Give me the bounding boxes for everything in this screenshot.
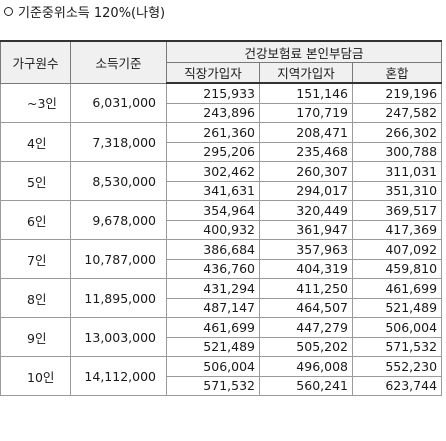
- mixed-premium-cell: 369,517: [351, 200, 443, 221]
- regional-premium-cell: 260,307: [259, 161, 353, 182]
- income-standard-cell: 7,318,000: [70, 122, 167, 162]
- header-premium-group: 건강보험료 본인부담금: [165, 40, 443, 63]
- household-size-cell: 6인: [0, 200, 71, 240]
- regional-premium-cell: 496,008: [259, 356, 353, 377]
- income-standard-cell: 13,003,000: [70, 317, 167, 357]
- employee-premium-cell: 295,206: [166, 141, 260, 162]
- table-row: 9인 13,003,000 461,699 447,279 506,004: [0, 317, 443, 357]
- employee-premium-cell: 243,896: [166, 102, 260, 123]
- table-row: 4인 7,318,000 261,360 208,471 266,302: [0, 122, 443, 162]
- household-size-cell: 9인: [0, 317, 71, 357]
- table-row: 5인 8,530,000 302,462 260,307 311,031: [0, 161, 443, 201]
- table-row: 7인 10,787,000 386,684 357,963 407,092: [0, 239, 443, 279]
- regional-premium-cell: 357,963: [259, 239, 353, 260]
- table-row: ~3인 6,031,000 215,933 151,146 219,196: [0, 82, 443, 123]
- regional-premium-cell: 404,319: [259, 258, 353, 279]
- income-standard-cell: 10,787,000: [70, 239, 167, 279]
- table-body: ~3인 6,031,000 215,933 151,146 219,196 243,896…: [0, 82, 443, 396]
- household-size-cell: 10인: [0, 356, 71, 396]
- regional-premium-cell: 411,250: [259, 278, 353, 299]
- table-row: 436,760 404,319 459,810: [1, 258, 443, 279]
- employee-premium-cell: 487,147: [166, 297, 260, 318]
- table-row: 487,147 464,507 521,489: [1, 297, 443, 318]
- regional-premium-cell: 361,947: [259, 219, 353, 240]
- income-standard-cell: 14,112,000: [70, 356, 167, 396]
- mixed-premium-cell: 417,369: [351, 219, 443, 240]
- mixed-premium-cell: 571,532: [351, 336, 443, 357]
- regional-premium-cell: 447,279: [259, 317, 353, 338]
- employee-premium-cell: 215,933: [166, 82, 260, 104]
- employee-premium-cell: 400,932: [166, 219, 260, 240]
- section-title: 기준중위소득 120%(나형): [4, 2, 166, 21]
- mixed-premium-cell: 219,196: [351, 82, 443, 104]
- employee-premium-cell: 341,631: [166, 180, 260, 201]
- regional-premium-cell: 208,471: [259, 122, 353, 143]
- mixed-premium-cell: 300,788: [351, 141, 443, 162]
- mixed-premium-cell: 521,489: [351, 297, 443, 318]
- mixed-premium-cell: 407,092: [351, 239, 443, 260]
- income-standard-cell: 9,678,000: [70, 200, 167, 240]
- employee-premium-cell: 506,004: [166, 356, 260, 377]
- header-household-size: 가구원수: [0, 40, 71, 84]
- header-employee-subscriber: 직장가입자: [166, 62, 260, 84]
- regional-premium-cell: 294,017: [259, 180, 353, 201]
- table-row: 10인 14,112,000 506,004 496,008 552,230: [0, 356, 443, 396]
- circle-bullet-icon: [4, 6, 13, 16]
- household-size-cell: 5인: [0, 161, 71, 201]
- mixed-premium-cell: 459,810: [351, 258, 443, 279]
- regional-premium-cell: 235,468: [259, 141, 353, 162]
- employee-premium-cell: 461,699: [166, 317, 260, 338]
- mixed-premium-cell: 311,031: [351, 161, 443, 182]
- regional-premium-cell: 320,449: [259, 200, 353, 221]
- household-size-cell: 7인: [0, 239, 71, 279]
- employee-premium-cell: 436,760: [166, 258, 260, 279]
- table-row: 8인 11,895,000 431,294 411,250 461,699: [0, 278, 443, 318]
- premium-table: 가구원수 소득기준 건강보험료 본인부담금 직장가입자 지역가입자 혼합 ~3인…: [0, 40, 443, 396]
- table-row: 571,532 560,241 623,744: [1, 375, 443, 396]
- mixed-premium-cell: 247,582: [351, 102, 443, 123]
- employee-premium-cell: 431,294: [166, 278, 260, 299]
- table-row: 295,206 235,468 300,788: [1, 141, 443, 162]
- mixed-premium-cell: 266,302: [351, 122, 443, 143]
- employee-premium-cell: 302,462: [166, 161, 260, 182]
- employee-premium-cell: 261,360: [166, 122, 260, 143]
- table-row: 400,932 361,947 417,369: [1, 219, 443, 240]
- mixed-premium-cell: 552,230: [351, 356, 443, 377]
- employee-premium-cell: 386,684: [166, 239, 260, 260]
- regional-premium-cell: 505,202: [259, 336, 353, 357]
- employee-premium-cell: 354,964: [166, 200, 260, 221]
- mixed-premium-cell: 351,310: [351, 180, 443, 201]
- household-size-cell: 8인: [0, 278, 71, 318]
- header-regional-subscriber: 지역가입자: [259, 62, 353, 84]
- table-row: 6인 9,678,000 354,964 320,449 369,517: [0, 200, 443, 240]
- income-standard-cell: 6,031,000: [70, 82, 167, 123]
- regional-premium-cell: 151,146: [259, 82, 353, 104]
- header-income-standard: 소득기준: [70, 40, 167, 84]
- regional-premium-cell: 464,507: [259, 297, 353, 318]
- mixed-premium-cell: 623,744: [351, 375, 443, 396]
- header-mixed: 혼합: [351, 62, 443, 84]
- regional-premium-cell: 170,719: [259, 102, 353, 123]
- table-row: 521,489 505,202 571,532: [1, 336, 443, 357]
- mixed-premium-cell: 461,699: [351, 278, 443, 299]
- section-title-text: 기준중위소득 120%(나형): [18, 5, 166, 21]
- employee-premium-cell: 571,532: [166, 375, 260, 396]
- employee-premium-cell: 521,489: [166, 336, 260, 357]
- household-size-cell: ~3인: [0, 82, 71, 123]
- income-standard-cell: 11,895,000: [70, 278, 167, 318]
- income-standard-cell: 8,530,000: [70, 161, 167, 201]
- mixed-premium-cell: 506,004: [351, 317, 443, 338]
- regional-premium-cell: 560,241: [259, 375, 353, 396]
- household-size-cell: 4인: [0, 122, 71, 162]
